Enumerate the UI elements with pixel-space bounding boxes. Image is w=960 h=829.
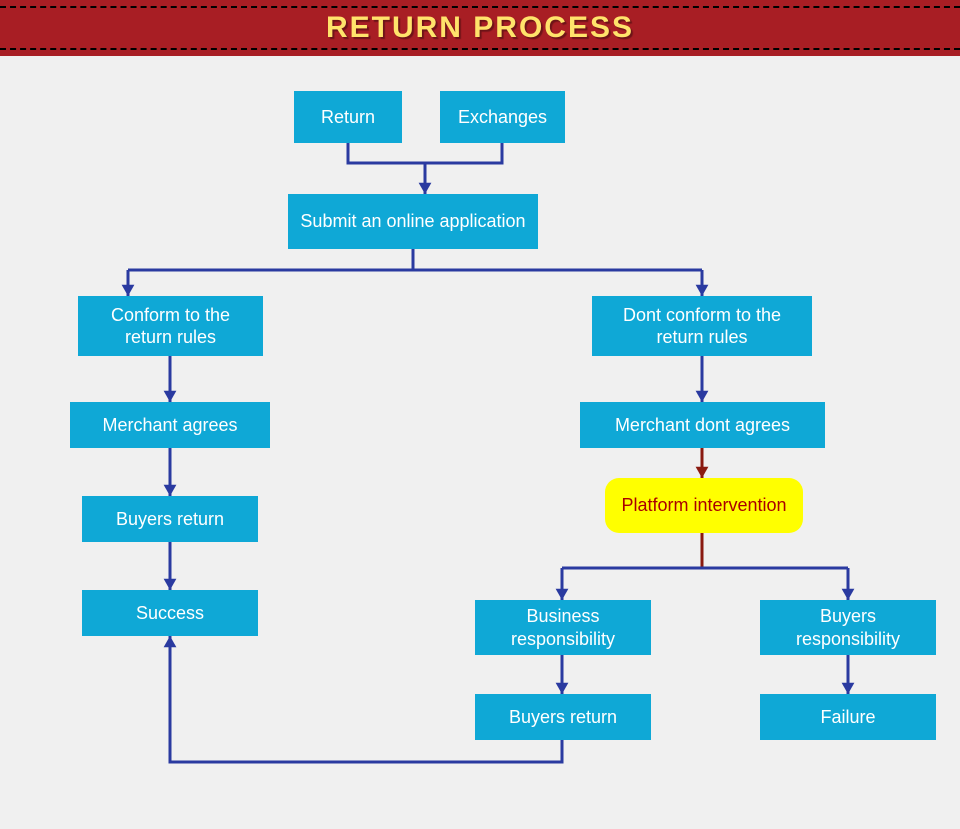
node-platform: Platform intervention [605, 478, 803, 533]
node-m_agree: Merchant agrees [70, 402, 270, 448]
node-submit: Submit an online application [288, 194, 538, 249]
node-failure: Failure [760, 694, 936, 740]
header-stitch-bottom [0, 48, 960, 50]
flowchart-canvas: RETURN PROCESS Return Exchanges Submit an … [0, 0, 960, 829]
node-return: Return [294, 91, 402, 143]
header-stitch-top [0, 6, 960, 8]
node-dontconform: Dont conform to the return rules [592, 296, 812, 356]
node-buyresp: Buyers responsibility [760, 600, 936, 655]
node-conform: Conform to the return rules [78, 296, 263, 356]
node-success: Success [82, 590, 258, 636]
node-buyers1: Buyers return [82, 496, 258, 542]
node-buyers2: Buyers return [475, 694, 651, 740]
node-exchanges: Exchanges [440, 91, 565, 143]
header-bar: RETURN PROCESS [0, 0, 960, 56]
node-m_dontagree: Merchant dont agrees [580, 402, 825, 448]
node-bizresp: Business responsibility [475, 600, 651, 655]
header-title: RETURN PROCESS [326, 11, 634, 45]
